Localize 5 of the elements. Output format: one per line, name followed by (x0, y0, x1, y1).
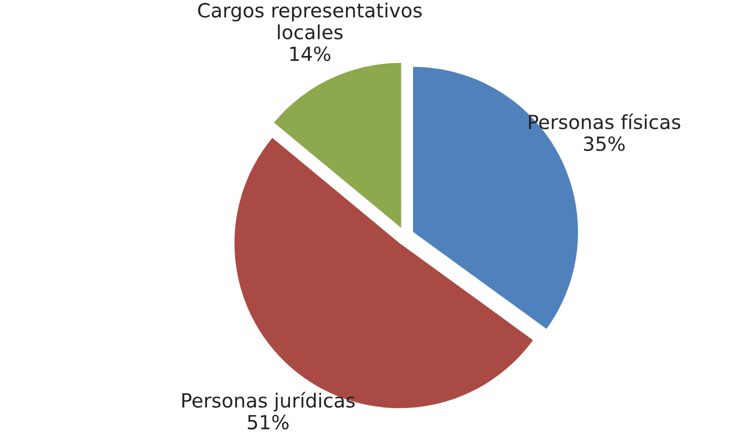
slice-label: Cargos representativos locales (198, 2, 422, 40)
slice-label: Personas jurídicas (182, 392, 355, 412)
data-label: 14% (290, 46, 330, 62)
data-label: 51% (248, 414, 289, 430)
data-label: 35% (584, 136, 625, 152)
